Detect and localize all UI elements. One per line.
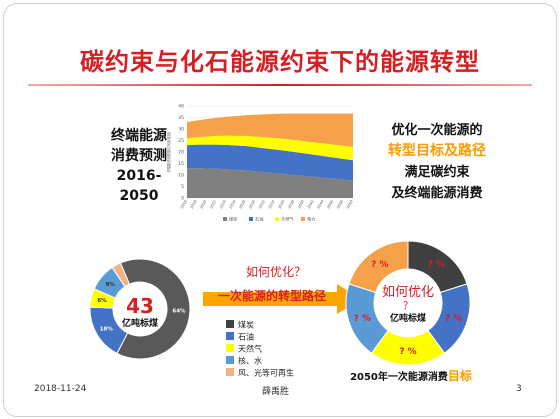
goal-text: 优化一次能源的 转型目标及路径 满足碳约束 及终端能源消费 xyxy=(362,120,512,204)
area-xtick-label: 2022 xyxy=(209,200,217,210)
area-ytick-label: 20 xyxy=(178,150,184,156)
area-xtick-label: 2048 xyxy=(336,199,344,210)
footer-date: 2018-11-24 xyxy=(34,384,87,394)
legend-label: 石油 xyxy=(238,332,254,342)
donut-center-unit: 亿吨标煤 xyxy=(122,317,158,329)
forecast-label-line1: 终端能源 xyxy=(111,128,167,144)
area-chart-ylabel: 终端能源消费量(亿吨标准煤) xyxy=(166,132,171,173)
title-underline xyxy=(28,84,532,86)
forecast-label-line4: 2050 xyxy=(119,188,159,204)
area-series-天然气 xyxy=(187,135,353,161)
area-xtick-label: 2018 xyxy=(190,199,198,210)
footer-page: 3 xyxy=(516,384,522,394)
area-legend-swatch xyxy=(275,217,279,221)
legend-label: 天然气 xyxy=(238,344,262,354)
donut-2050: ? % ? % ? % ? % ? % 如何优化？亿吨标煤 xyxy=(345,240,471,366)
area-xtick-label: 2044 xyxy=(317,199,325,210)
donut-slice-label: ? % xyxy=(399,347,416,357)
forecast-label: 终端能源 消费预测 2016- 2050 xyxy=(84,126,194,206)
slide-title: 碳约束与化石能源约束下的能源转型 xyxy=(80,48,480,76)
area-xtick-label: 2040 xyxy=(297,199,305,210)
area-xtick-label: 2038 xyxy=(287,199,295,210)
area-xtick-label: 2016 xyxy=(180,199,188,210)
area-legend-label: 煤炭 xyxy=(229,216,237,223)
donut-slice-label: ? % xyxy=(428,260,445,270)
legend-swatch xyxy=(226,344,234,352)
arrow-label: 一次能源的转型路径 xyxy=(217,289,326,303)
area-legend-label: 电力 xyxy=(307,216,315,223)
goal-line-4: 及终端能源消费 xyxy=(391,186,483,201)
slide-frame xyxy=(3,3,557,417)
area-xtick-label: 2032 xyxy=(258,200,266,210)
legend-label: 核、水 xyxy=(238,356,262,366)
area-series-石油 xyxy=(187,144,353,181)
donut-slice-label: 6% xyxy=(97,298,107,304)
donut-center-value: 43 xyxy=(126,294,154,318)
legend-swatch xyxy=(226,368,234,376)
legend-swatch xyxy=(226,332,234,340)
legend-swatch xyxy=(226,320,234,328)
arrow-question: 如何优化？ xyxy=(245,265,306,279)
area-legend-label: 天然气 xyxy=(281,216,294,223)
arrow-shape xyxy=(203,284,361,314)
area-xtick-label: 2034 xyxy=(268,199,276,210)
area-xtick-label: 2030 xyxy=(248,199,256,210)
area-legend-swatch xyxy=(301,217,305,221)
forecast-label-line2: 消费预测 xyxy=(111,148,167,164)
goal-line-1: 优化一次能源的 xyxy=(391,123,483,138)
transition-arrow xyxy=(203,284,361,314)
area-ytick-label: 25 xyxy=(178,138,184,144)
goal-line-3: 满足碳约束 xyxy=(404,165,470,180)
donut-slice-风、光等可再生 xyxy=(111,262,131,288)
area-legend-label: 石油 xyxy=(255,216,263,223)
area-legend-swatch xyxy=(249,217,253,221)
area-legend-swatch xyxy=(223,217,227,221)
donut-slice-label: 9% xyxy=(105,282,115,288)
forecast-label-line3: 2016- xyxy=(116,168,162,184)
area-xtick-label: 2024 xyxy=(219,199,227,210)
area-xtick-label: 2028 xyxy=(238,199,246,210)
donut-slice-label: ? % xyxy=(371,260,388,270)
area-xtick-label: 2050 xyxy=(346,199,354,210)
donut-center-question: 如何优化 xyxy=(382,284,434,300)
donut-center-mark: ？ xyxy=(403,301,413,312)
area-ytick-label: 40 xyxy=(178,104,184,110)
area-ytick-label: 0 xyxy=(181,196,184,202)
donut-slice-label: 18% xyxy=(100,326,114,332)
legend-label: 风、光等可再生 xyxy=(238,368,294,378)
donut-slice-label: ? % xyxy=(354,314,371,324)
goal-line-2: 转型目标及路径 xyxy=(388,143,486,159)
legend-swatch xyxy=(226,356,234,364)
donut-slice-风、光等可再生 xyxy=(348,240,409,294)
area-xtick-label: 2020 xyxy=(199,199,207,210)
donut-center-unit: 亿吨标煤 xyxy=(390,312,426,324)
donut-slice-label: 64% xyxy=(172,308,186,314)
area-xtick-label: 2036 xyxy=(277,199,285,210)
area-ytick-label: 15 xyxy=(178,161,184,167)
area-ytick-label: 30 xyxy=(178,127,184,133)
legend-label: 煤炭 xyxy=(238,320,254,330)
area-ytick-label: 10 xyxy=(178,173,184,179)
donut-slice-煤炭 xyxy=(116,258,191,360)
area-xtick-label: 2042 xyxy=(307,200,315,210)
footer-author: 薛禹胜 xyxy=(262,387,290,397)
donut-slice-label: ? % xyxy=(445,314,462,324)
area-xtick-label: 2026 xyxy=(229,199,237,210)
area-ytick-label: 5 xyxy=(181,184,184,190)
area-xtick-label: 2046 xyxy=(326,199,334,210)
target-caption-highlight: 目标 xyxy=(447,369,472,383)
area-series-煤炭 xyxy=(187,168,353,198)
area-series-电力 xyxy=(187,113,353,147)
target-caption-prefix: 2050年一次能源消费 xyxy=(350,372,448,383)
area-ytick-label: 35 xyxy=(178,115,184,121)
target-caption: 2050年一次能源消费目标 xyxy=(336,366,486,388)
